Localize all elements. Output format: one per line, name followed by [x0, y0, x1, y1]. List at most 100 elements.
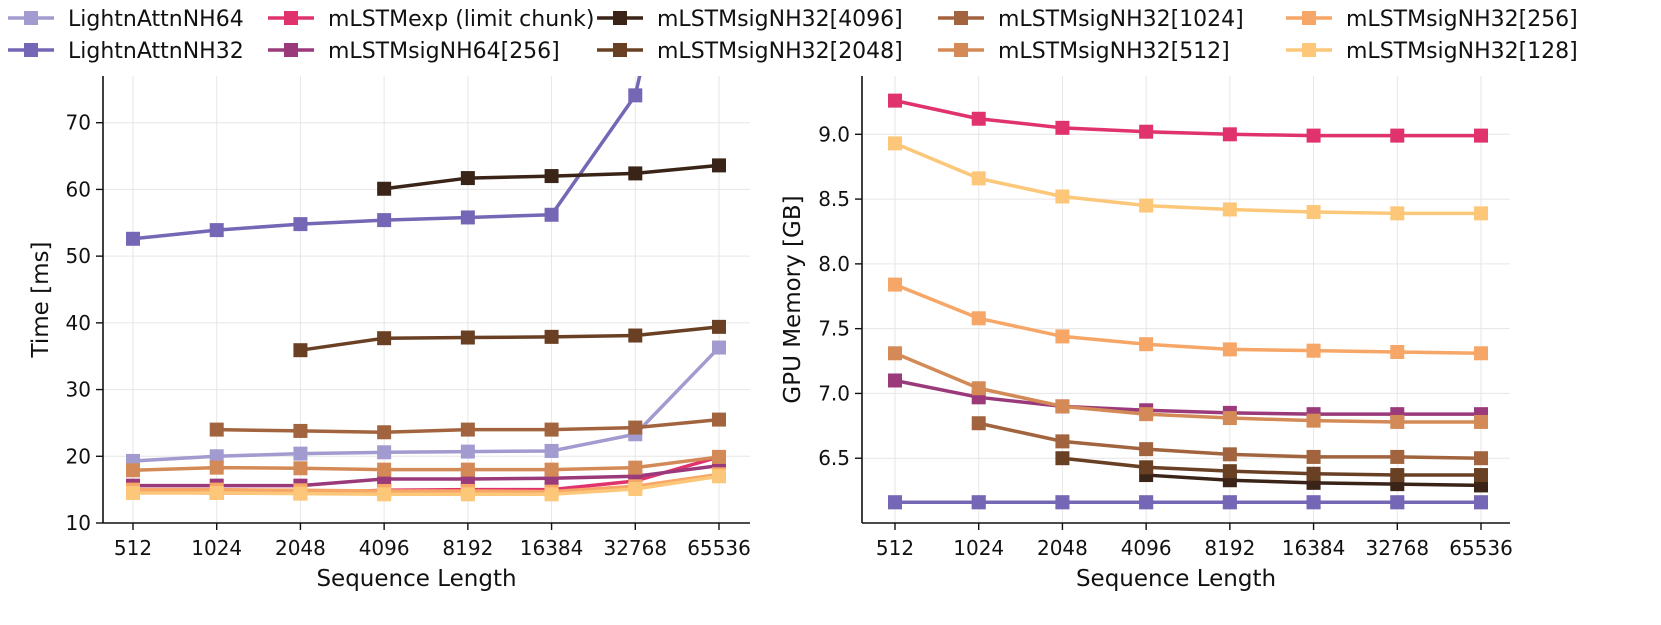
data-point: [628, 166, 643, 181]
data-point: [628, 460, 643, 475]
data-point: [1306, 413, 1321, 428]
series-line: [894, 282, 1482, 356]
series-line: [300, 325, 720, 352]
data-point: [1390, 449, 1405, 464]
series-mLSTMsigNH32[128]: [888, 136, 1488, 221]
data-point: [888, 495, 902, 510]
legend-marker: [954, 11, 968, 25]
data-point: [1055, 495, 1070, 510]
data-point: [628, 481, 643, 496]
y-tick-label: 20: [66, 444, 91, 468]
plot-area: [126, 76, 726, 502]
legend-label: mLSTMsigNH32[256]: [1346, 7, 1578, 32]
legend-item: mLSTMsigNH32[256]: [1286, 7, 1578, 32]
data-point: [1139, 337, 1154, 352]
data-point: [1474, 451, 1488, 466]
data-point: [1474, 128, 1488, 143]
series-line: [133, 474, 720, 497]
series-line: [133, 472, 720, 494]
legend-label: LightnAttnNH32: [68, 39, 244, 64]
x-tick-label: 1024: [953, 536, 1004, 560]
legend-item: mLSTMsigNH32[2048]: [597, 39, 903, 64]
data-point: [377, 445, 392, 460]
legend-label: LightnAttnNH64: [68, 7, 244, 32]
data-point: [1139, 407, 1154, 422]
y-axis-label: Time [ms]: [28, 242, 54, 359]
y-tick-label: 10: [66, 511, 91, 535]
series-mLSTMsigNH32[1024]: [209, 412, 726, 440]
legend-marker: [613, 43, 627, 57]
data-point: [888, 373, 902, 388]
data-point: [888, 346, 902, 361]
y-tick-label: 60: [66, 177, 91, 201]
x-tick-label: 4096: [359, 536, 410, 560]
data-point: [377, 213, 392, 228]
data-point: [209, 422, 224, 437]
y-tick-label: 30: [66, 378, 91, 402]
data-point: [1306, 205, 1321, 220]
legend-marker: [24, 43, 38, 57]
x-tick-label: 32768: [1365, 536, 1429, 560]
data-point: [377, 181, 392, 196]
data-point: [126, 485, 140, 500]
data-point: [460, 487, 475, 502]
data-point: [293, 217, 308, 232]
series-mLSTMsigNH32[2048]: [1055, 451, 1488, 483]
legend-marker: [1302, 11, 1316, 25]
data-point: [1139, 460, 1154, 475]
data-point: [712, 449, 726, 464]
series-line: [132, 455, 720, 473]
data-point: [712, 158, 726, 173]
data-point: [1390, 468, 1405, 483]
data-point: [1139, 442, 1154, 457]
legend-item: mLSTMsigNH32[512]: [938, 39, 1230, 64]
series-mLSTMsigNH32[4096]: [377, 158, 726, 196]
data-point: [209, 485, 224, 500]
data-point: [1390, 344, 1405, 359]
data-point: [544, 422, 559, 437]
data-point: [1222, 464, 1237, 479]
legend-marker: [24, 11, 38, 25]
data-point: [712, 412, 726, 427]
data-point: [1222, 411, 1237, 426]
data-point: [1474, 206, 1488, 221]
data-point: [1474, 414, 1488, 429]
data-point: [1139, 124, 1154, 139]
x-tick-label: 4096: [1121, 536, 1172, 560]
x-tick-label: 2048: [1037, 536, 1088, 560]
x-tick-label: 8192: [1204, 536, 1255, 560]
data-point: [460, 444, 475, 459]
legend: LightnAttnNH64 LightnAttnNH32 mLSTMexp (li…: [8, 7, 1578, 64]
series-line: [894, 351, 1481, 424]
data-point: [377, 487, 392, 502]
data-point: [1390, 495, 1405, 510]
series-LightnAttnNH64: [126, 340, 726, 468]
series-line: [894, 141, 1481, 216]
series-mLSTMsigNH64[256]: [888, 373, 1488, 422]
data-point: [1222, 127, 1237, 142]
series-mLSTMexp (limit chunk): [888, 93, 1488, 143]
legend-label: mLSTMsigNH64[256]: [328, 39, 560, 64]
data-point: [1390, 414, 1405, 429]
x-axis-label: Sequence Length: [316, 566, 516, 592]
legend-label: mLSTMsigNH32[4096]: [657, 7, 903, 32]
data-point: [1306, 128, 1321, 143]
y-tick-label: 9.0: [818, 122, 850, 146]
data-point: [1222, 342, 1237, 357]
data-point: [460, 422, 475, 437]
data-point: [460, 462, 475, 477]
legend-marker: [613, 11, 627, 25]
legend-label: mLSTMexp (limit chunk): [328, 7, 594, 32]
series-mLSTMsigNH32[128]: [126, 469, 726, 502]
data-point: [1306, 466, 1321, 481]
data-point: [1222, 202, 1237, 217]
data-point: [888, 277, 902, 292]
y-tick-label: 8.5: [818, 187, 850, 211]
y-tick-label: 7.0: [818, 381, 850, 405]
data-point: [126, 231, 140, 246]
data-point: [293, 423, 308, 438]
y-tick-label: 6.5: [818, 446, 850, 470]
data-point: [1474, 495, 1488, 510]
data-point: [544, 207, 559, 222]
